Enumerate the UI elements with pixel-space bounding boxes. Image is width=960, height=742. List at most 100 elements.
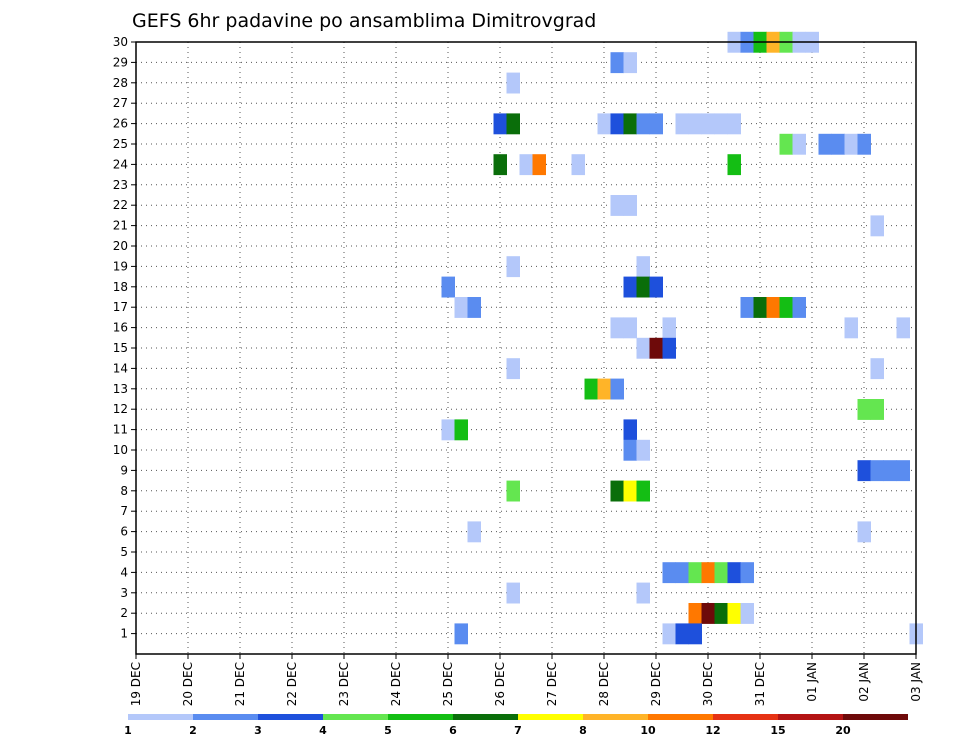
legend-swatch xyxy=(648,714,713,720)
precip-cell xyxy=(636,439,650,461)
x-tick-label: 22 DEC xyxy=(285,662,299,706)
precip-cell xyxy=(740,562,754,584)
precip-cell xyxy=(779,297,793,318)
precip-cell xyxy=(857,399,871,420)
x-tick-label: 01 JAN xyxy=(805,662,819,702)
precip-cell xyxy=(766,297,780,318)
legend-swatch xyxy=(583,714,648,720)
legend-swatch xyxy=(713,714,778,720)
precip-cell xyxy=(610,317,624,339)
y-tick-label: 12 xyxy=(113,402,128,416)
precip-cell xyxy=(662,623,676,645)
x-tick-label: 27 DEC xyxy=(545,662,559,706)
legend-label: 7 xyxy=(514,724,522,737)
precip-cell xyxy=(675,562,689,584)
precip-cell xyxy=(623,276,637,298)
precip-cell xyxy=(610,378,624,400)
precip-cell xyxy=(636,256,650,278)
y-tick-label: 7 xyxy=(120,504,128,518)
x-tick-label: 20 DEC xyxy=(181,662,195,706)
precip-cell xyxy=(571,154,585,176)
x-tick-label: 25 DEC xyxy=(441,662,455,706)
precip-cell xyxy=(727,154,741,176)
legend-label: 5 xyxy=(384,724,392,737)
x-tick-label: 02 JAN xyxy=(857,662,871,702)
precip-cell xyxy=(857,133,871,155)
legend-label: 10 xyxy=(640,724,656,737)
y-tick-label: 13 xyxy=(113,382,128,396)
precip-cell xyxy=(870,215,884,237)
precip-cell xyxy=(532,154,546,176)
precip-cell xyxy=(623,419,637,441)
precip-cell xyxy=(454,297,468,318)
precip-cell xyxy=(701,562,715,584)
legend-swatch xyxy=(453,714,518,720)
y-tick-label: 8 xyxy=(120,484,128,498)
y-tick-label: 6 xyxy=(120,525,128,539)
x-tick-label: 28 DEC xyxy=(597,662,611,706)
y-tick-label: 25 xyxy=(113,137,128,151)
precip-cell xyxy=(675,113,689,135)
precip-cell xyxy=(623,195,637,216)
x-tick-label: 23 DEC xyxy=(337,662,351,706)
y-tick-label: 4 xyxy=(120,565,128,579)
precip-cell xyxy=(623,317,637,339)
precip-cell xyxy=(662,562,676,584)
precip-cell xyxy=(623,439,637,461)
legend-swatch xyxy=(128,714,193,720)
precip-cell xyxy=(636,337,650,359)
x-tick-label: 29 DEC xyxy=(649,662,663,706)
precip-cell xyxy=(649,113,663,135)
y-tick-label: 20 xyxy=(113,239,128,253)
precip-cell xyxy=(623,480,637,502)
precip-cell xyxy=(662,317,676,339)
legend-label: 4 xyxy=(319,724,327,737)
y-tick-label: 15 xyxy=(113,341,128,355)
precip-cell xyxy=(714,603,728,624)
precip-cell xyxy=(610,195,624,216)
legend-label: 20 xyxy=(835,724,851,737)
legend-label: 6 xyxy=(449,724,457,737)
precip-cell xyxy=(844,317,858,339)
x-tick-label: 30 DEC xyxy=(701,662,715,706)
legend-label: 2 xyxy=(189,724,197,737)
y-tick-label: 29 xyxy=(113,55,128,69)
precip-cell xyxy=(675,623,689,645)
precip-cell xyxy=(779,133,793,155)
precip-cell xyxy=(870,460,884,482)
precip-cell xyxy=(519,154,533,176)
legend-label: 3 xyxy=(254,724,262,737)
precip-cell xyxy=(870,399,884,420)
precip-cell xyxy=(636,582,650,604)
precip-cell xyxy=(597,378,611,400)
chart-title: GEFS 6hr padavine po ansamblima Dimitrov… xyxy=(132,10,596,32)
precip-cell xyxy=(896,317,910,339)
precip-cell xyxy=(506,582,520,604)
y-tick-label: 10 xyxy=(113,443,128,457)
precip-cell xyxy=(870,358,884,380)
precip-cell xyxy=(883,460,897,482)
legend-swatch xyxy=(193,714,258,720)
precip-cell xyxy=(441,419,455,441)
precip-cell xyxy=(610,113,624,135)
legend-label: 8 xyxy=(579,724,587,737)
color-legend: 1 2 3 4 5 6 7 8 10 12 15 20 xyxy=(124,714,908,737)
precip-cell xyxy=(753,297,767,318)
legend-label: 15 xyxy=(770,724,785,737)
y-tick-label: 16 xyxy=(113,321,128,335)
precip-cell xyxy=(506,358,520,380)
legend-swatch xyxy=(258,714,323,720)
legend-swatch xyxy=(323,714,388,720)
x-tick-label: 19 DEC xyxy=(129,662,143,706)
legend-swatch xyxy=(778,714,843,720)
y-tick-label: 18 xyxy=(113,280,128,294)
legend-label: 12 xyxy=(705,724,720,737)
precip-cell xyxy=(597,113,611,135)
precip-cell xyxy=(831,133,845,155)
precip-cell xyxy=(714,113,728,135)
y-tick-label: 21 xyxy=(113,219,128,233)
x-tick-label: 21 DEC xyxy=(233,662,247,706)
y-tick-label: 2 xyxy=(120,606,128,620)
y-tick-label: 3 xyxy=(120,586,128,600)
